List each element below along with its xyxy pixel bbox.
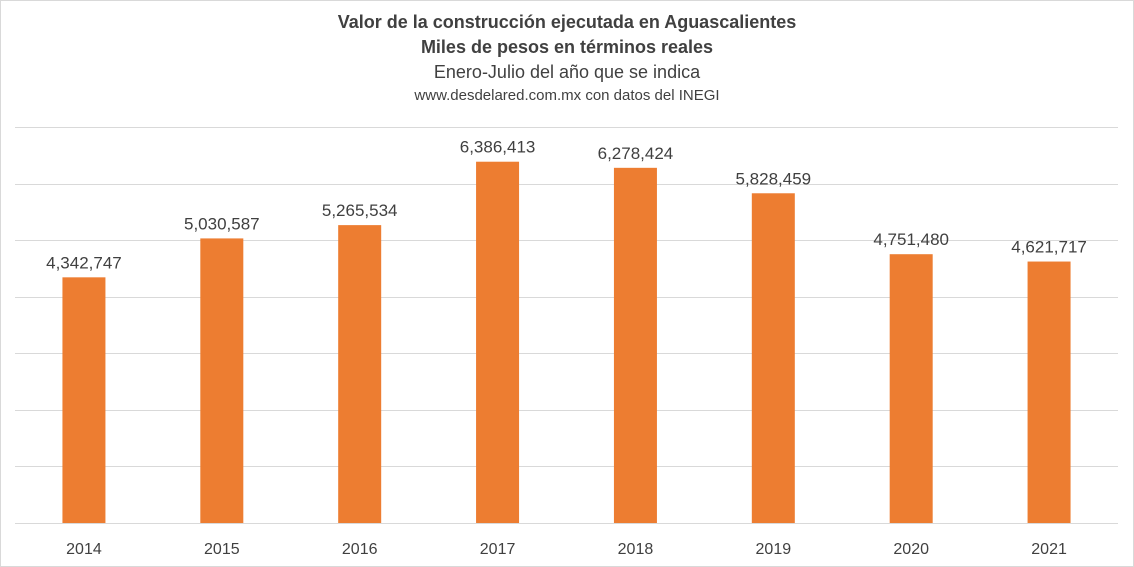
- data-label-2015: 5,030,587: [184, 214, 260, 233]
- data-label-2016: 5,265,534: [322, 201, 398, 220]
- chart-title: Valor de la construcción ejecutada en Ag…: [337, 12, 797, 32]
- data-label-2017: 6,386,413: [460, 138, 536, 157]
- data-label-2019: 5,828,459: [735, 169, 811, 188]
- chart-subtitle: Miles de pesos en términos reales: [420, 37, 714, 57]
- bar-2020: [889, 254, 933, 523]
- data-label-2020: 4,751,480: [873, 230, 949, 249]
- x-tick-label-2020: 2020: [893, 541, 929, 558]
- x-tick-label-2016: 2016: [342, 541, 378, 558]
- chart-period: Enero-Julio del año que se indica: [433, 62, 701, 82]
- x-tick-label-2017: 2017: [480, 541, 516, 558]
- data-label-2021: 4,621,717: [1011, 238, 1087, 257]
- chart-titles: Valor de la construcción ejecutada en Ag…: [0, 10, 1134, 107]
- bar-2015: [200, 238, 244, 523]
- x-tick-label-2014: 2014: [66, 541, 102, 558]
- bar-2016: [338, 225, 382, 523]
- x-tick-label-2021: 2021: [1031, 541, 1067, 558]
- x-tick-label-2015: 2015: [204, 541, 240, 558]
- x-tick-label-2019: 2019: [756, 541, 792, 558]
- bar-2018: [613, 167, 657, 523]
- chart-source: www.desdelared.com.mx con datos del INEG…: [414, 87, 720, 104]
- data-label-2018: 6,278,424: [598, 144, 674, 163]
- bar-2017: [476, 161, 520, 523]
- data-label-2014: 4,342,747: [46, 253, 122, 272]
- bar-2019: [751, 193, 795, 523]
- bar-2021: [1027, 261, 1071, 523]
- x-tick-label-2018: 2018: [618, 541, 654, 558]
- bar-2014: [62, 277, 106, 523]
